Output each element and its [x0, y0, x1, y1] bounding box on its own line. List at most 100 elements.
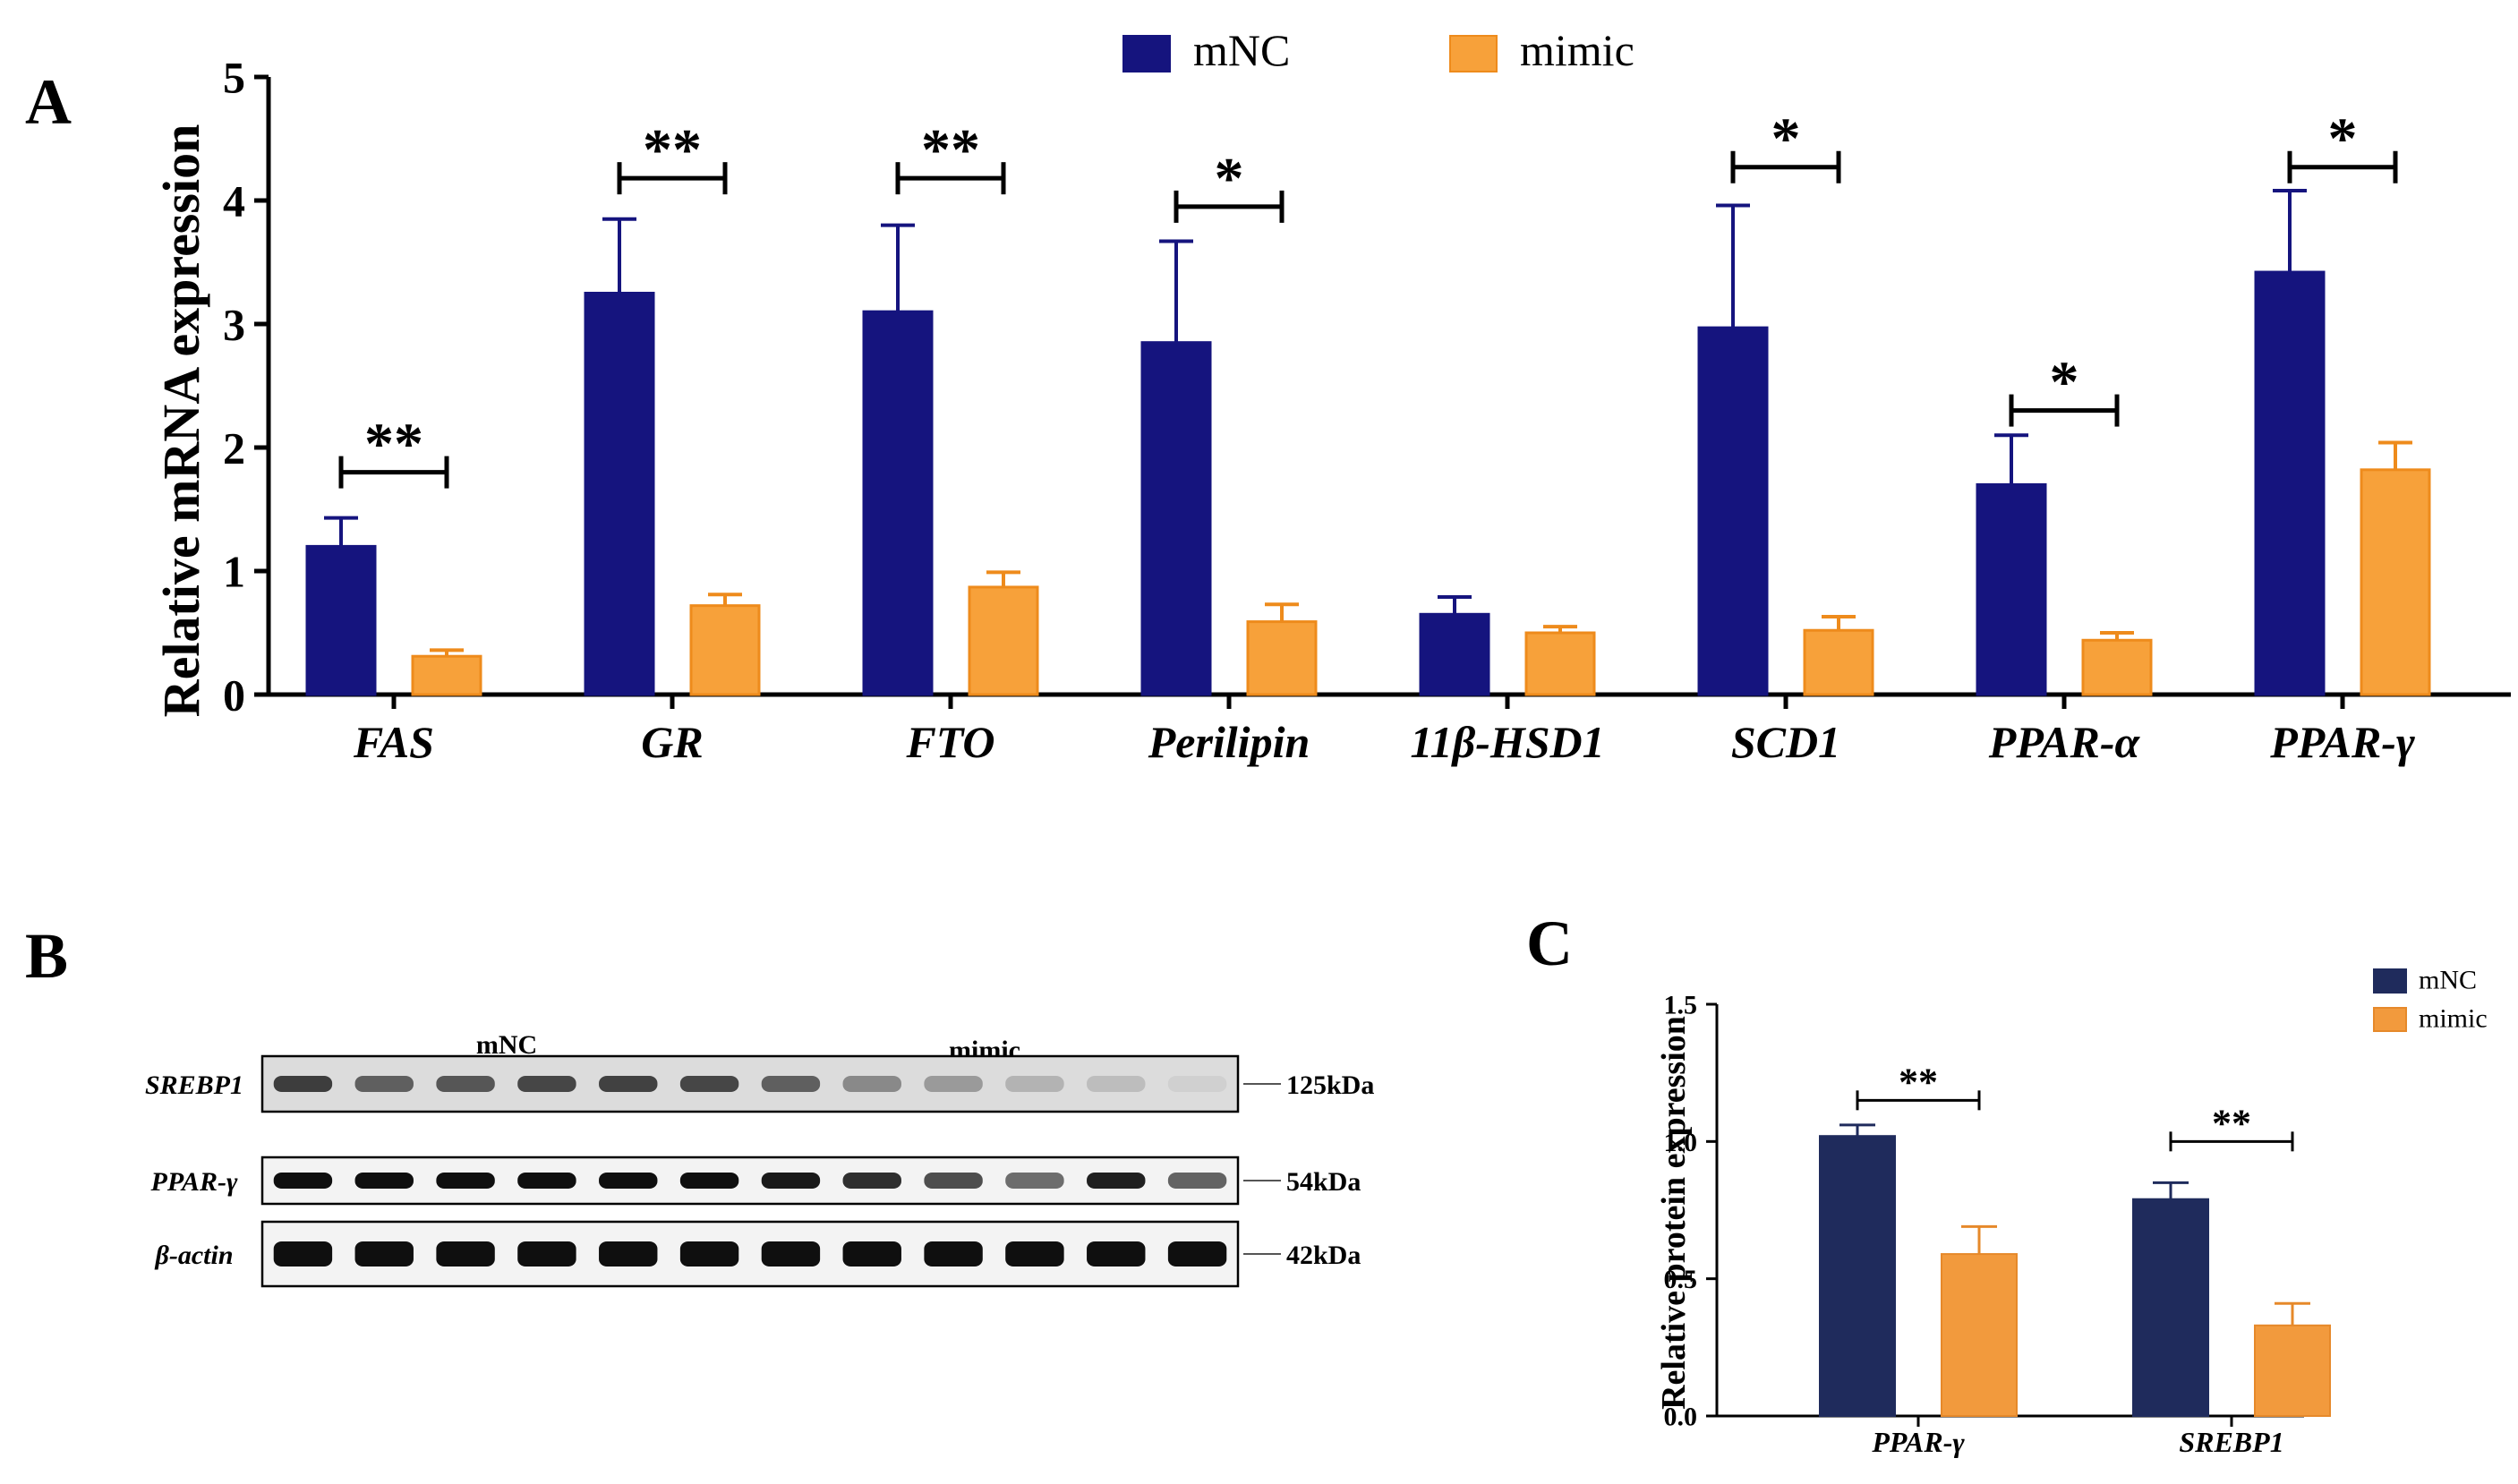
bar-mnc-gr: [584, 292, 655, 696]
blot-band-beta-actin-lane-7: [761, 1241, 821, 1267]
bar-mnc-ppar-gamma: [1819, 1135, 1896, 1417]
panel-c-legend: mNC mimic: [2373, 965, 2488, 1033]
bar-mimic-ppar-alpha: [2081, 638, 2153, 696]
y-tick-label: 1.0: [1664, 1128, 1698, 1157]
panel-a-legend: mNC mimic: [1122, 25, 1635, 75]
bar-mimic-srebp1: [2254, 1324, 2331, 1418]
significance-label-scd1: *: [1771, 107, 1801, 172]
legend-label-mnc: mNC: [1193, 25, 1290, 75]
bar-mnc-srebp1: [2132, 1198, 2209, 1417]
blot-band-beta-actin-lane-1: [273, 1241, 333, 1267]
panel-c-label: C: [1526, 908, 1573, 979]
blot-band-ppar-gamma-lane-12: [1167, 1173, 1227, 1189]
panel-b-label: B: [25, 920, 68, 992]
significance-label-gr: **: [643, 117, 702, 183]
bar-mimic-perilipin: [1246, 620, 1318, 696]
significance-label-srebp1: **: [2212, 1101, 2251, 1145]
blot-band-beta-actin-lane-8: [842, 1241, 901, 1267]
bar-mnc-ppar-alpha: [1976, 482, 2047, 696]
blot-band-beta-actin-lane-6: [679, 1241, 739, 1267]
blot-band-srebp1-lane-5: [599, 1076, 658, 1092]
mnc-group-label: mNC: [476, 1030, 537, 1060]
blot-band-srebp1-lane-9: [924, 1076, 983, 1092]
blot-band-ppar-gamma-lane-7: [761, 1173, 821, 1189]
bar-mimic-11beta-hsd1: [1524, 631, 1596, 696]
legend-swatch-mnc: [2373, 968, 2407, 994]
panel-a-bars: [305, 188, 2431, 696]
panel-c-significance: ** **: [1856, 1060, 2294, 1152]
y-tick-label: 0.0: [1664, 1403, 1698, 1432]
significance-label-perilipin: *: [1215, 146, 1244, 211]
blot-band-beta-actin-lane-10: [1005, 1241, 1064, 1267]
y-tick-label: 2: [223, 423, 245, 473]
blot-band-beta-actin-lane-12: [1167, 1241, 1227, 1267]
y-tick-label: 0.5: [1664, 1265, 1698, 1294]
blot-strip-beta-actin: [260, 1220, 1240, 1288]
legend-label-mimic: mimic: [1520, 25, 1635, 75]
y-tick-label: 3: [223, 300, 245, 350]
bar-mnc-fas: [305, 544, 377, 696]
blot-band-srebp1-lane-3: [436, 1076, 495, 1092]
western-blot: SREBP1 125kDa PPAR-γ 54kDa β-actin 42kDa: [145, 1054, 1374, 1288]
panel-a-y-axis-label: Relative mRNA expression: [152, 124, 210, 718]
legend-label-mimic: mimic: [2419, 1003, 2488, 1033]
x-tick-label-fas: FAS: [353, 717, 434, 767]
legend-swatch-mimic: [1449, 35, 1498, 72]
significance-label-ppar-gamma: *: [2328, 107, 2358, 172]
blot-row-label-beta-actin: β-actin: [154, 1241, 233, 1270]
blot-band-ppar-gamma-lane-2: [354, 1173, 414, 1189]
panel-a-significance: **** ** ****: [338, 107, 2398, 489]
blot-band-srebp1-lane-8: [842, 1076, 901, 1092]
blot-band-ppar-gamma-lane-1: [273, 1173, 333, 1189]
blot-size-label-42kda: 42kDa: [1286, 1241, 1361, 1270]
blot-band-ppar-gamma-lane-4: [517, 1173, 576, 1189]
x-tick-label-scd1: SCD1: [1731, 717, 1840, 767]
x-tick-label-ppar-gamma: PPAR-γ: [2269, 717, 2415, 767]
legend-swatch-mimic: [2373, 1007, 2407, 1032]
blot-band-srebp1-lane-12: [1167, 1076, 1227, 1092]
legend-swatch-mnc: [1122, 35, 1171, 72]
significance-label-fto: **: [921, 117, 980, 183]
blot-band-ppar-gamma-lane-6: [679, 1173, 739, 1189]
panel-a-label: A: [25, 66, 72, 138]
panel-a: A Relative mRNA expression mNC mimic 0 1 2 3…: [25, 25, 2511, 767]
blot-band-srebp1-lane-6: [679, 1076, 739, 1092]
blot-band-ppar-gamma-lane-9: [924, 1173, 983, 1189]
bar-mimic-ppar-gamma: [1941, 1253, 2018, 1417]
blot-band-srebp1-lane-1: [273, 1076, 333, 1092]
blot-band-srebp1-lane-2: [354, 1076, 414, 1092]
x-tick-label-gr: GR: [641, 717, 703, 767]
blot-strip-ppar-gamma: [260, 1156, 1240, 1206]
x-tick-label-srebp1: SREBP1: [2179, 1426, 2283, 1458]
panel-c: C Relative protein expression mNC mimic 0…: [1526, 908, 2488, 1458]
blot-band-beta-actin-lane-2: [354, 1241, 414, 1267]
blot-band-beta-actin-lane-5: [599, 1241, 658, 1267]
y-tick-label: 5: [223, 53, 245, 103]
blot-row-label-ppar-gamma: PPAR-γ: [150, 1167, 238, 1197]
bar-mimic-fto: [968, 585, 1039, 696]
blot-row-label-srebp1: SREBP1: [145, 1070, 243, 1100]
panel-c-y-axis-label: Relative protein expression: [1655, 1016, 1693, 1410]
bar-mimic-scd1: [1803, 628, 1874, 696]
x-tick-label-fto: FTO: [905, 717, 994, 767]
y-tick-label: 4: [223, 176, 245, 226]
blot-band-srebp1-lane-4: [517, 1076, 576, 1092]
blot-band-ppar-gamma-lane-3: [436, 1173, 495, 1189]
blot-band-ppar-gamma-lane-11: [1087, 1173, 1146, 1189]
bar-mimic-gr: [689, 604, 761, 696]
blot-band-ppar-gamma-lane-10: [1005, 1173, 1064, 1189]
blot-band-ppar-gamma-lane-5: [599, 1173, 658, 1189]
panel-c-x-tick-labels: PPAR-γ SREBP1: [1871, 1426, 2283, 1458]
x-tick-label-ppar-gamma: PPAR-γ: [1871, 1426, 1965, 1458]
panel-a-axes: 0 1 2 3 4 5: [223, 53, 2511, 721]
significance-label-fas: **: [364, 412, 423, 477]
blot-size-label-125kda: 125kDa: [1286, 1070, 1374, 1100]
y-tick-label: 0: [223, 670, 245, 721]
bar-mnc-perilipin: [1140, 341, 1212, 696]
x-tick-label-11beta-hsd1: 11β-HSD1: [1410, 717, 1604, 767]
x-tick-label-ppar-alpha: PPAR-α: [1988, 717, 2141, 767]
blot-band-srebp1-lane-10: [1005, 1076, 1064, 1092]
blot-band-beta-actin-lane-9: [924, 1241, 983, 1267]
